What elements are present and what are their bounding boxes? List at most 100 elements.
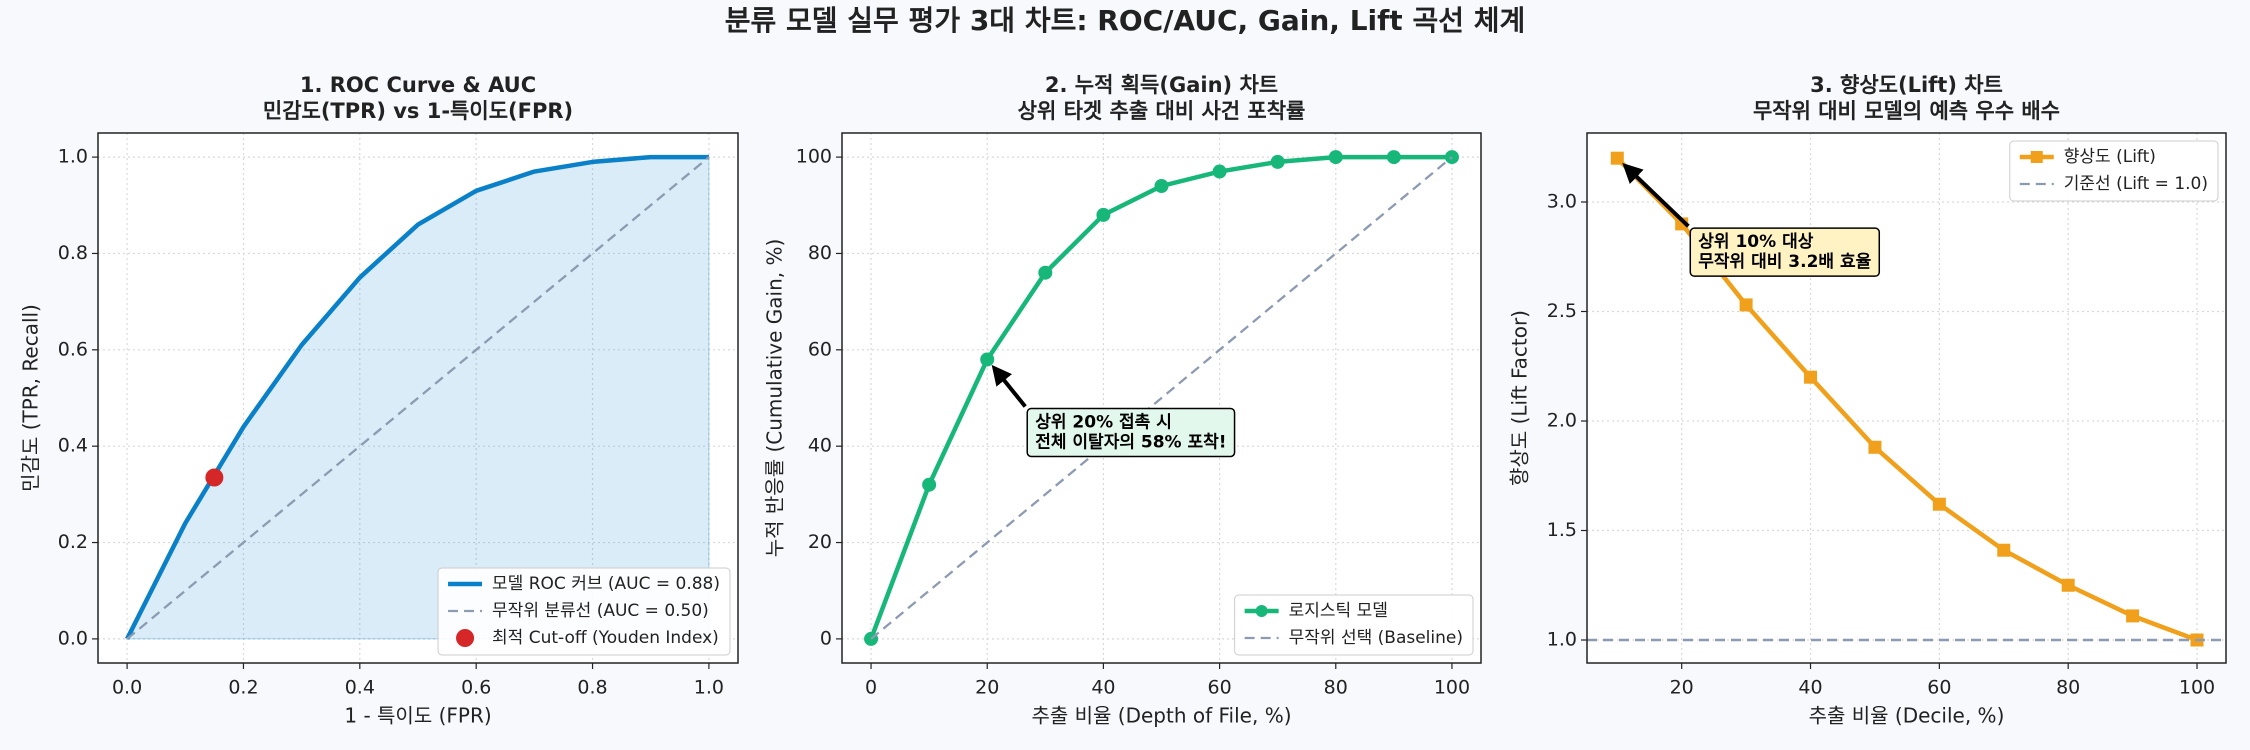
marker xyxy=(1739,298,1753,312)
plot-area xyxy=(1587,133,2226,663)
marker xyxy=(1932,497,1946,511)
x-tick-label: 100 xyxy=(1434,677,1470,699)
marker xyxy=(1212,164,1227,179)
marker xyxy=(2061,578,2075,592)
y-tick-label: 80 xyxy=(808,242,832,264)
x-tick-label: 60 xyxy=(1927,677,1951,699)
legend: 모델 ROC 커브 (AUC = 0.88) 무작위 분류선 (AUC = 0.5… xyxy=(437,567,731,656)
x-tick-label: 0.0 xyxy=(112,677,142,699)
marker xyxy=(1610,151,1624,165)
chart-title: 2. 누적 획득(Gain) 차트 xyxy=(1045,73,1278,97)
y-tick-label: 0.2 xyxy=(58,531,88,553)
x-axis-label: 추출 비율 (Decile, %) xyxy=(1809,704,2005,728)
x-tick-label: 0.4 xyxy=(345,677,375,699)
y-axis-label: 민감도 (TPR, Recall) xyxy=(19,304,43,492)
chart-title: 3. 향상도(Lift) 차트 xyxy=(1810,73,2003,97)
y-tick-label: 0.8 xyxy=(58,242,88,264)
x-tick-label: 40 xyxy=(1091,677,1115,699)
legend-swatch xyxy=(1255,605,1268,617)
legend: 향상도 (Lift) 기준선 (Lift = 1.0) xyxy=(2009,140,2219,202)
chart-subtitle: 상위 타겟 추출 대비 사건 포착률 xyxy=(1018,99,1306,123)
x-tick-label: 80 xyxy=(1324,677,1348,699)
x-tick-label: 0.6 xyxy=(461,677,491,699)
chart-title: 1. ROC Curve & AUC xyxy=(300,73,536,97)
legend-swatch xyxy=(456,629,475,647)
series-line xyxy=(870,156,1453,640)
legend-swatch xyxy=(2030,151,2043,163)
legend-label: 향상도 (Lift) xyxy=(2064,147,2156,167)
legend-box xyxy=(437,567,731,656)
y-axis-label: 향상도 (Lift Factor) xyxy=(1508,310,1532,486)
legend-label: 기준선 (Lift = 1.0) xyxy=(2064,174,2208,194)
annotation-text: 상위 20% 접촉 시 xyxy=(1035,412,1172,432)
y-tick-label: 1.0 xyxy=(58,146,88,168)
y-tick-label: 1.0 xyxy=(1547,629,1577,651)
x-axis-label: 추출 비율 (Depth of File, %) xyxy=(1031,704,1291,728)
legend-box xyxy=(2009,140,2219,202)
chart-subtitle: 민감도(TPR) vs 1-특이도(FPR) xyxy=(263,99,573,123)
x-tick-label: 0.8 xyxy=(577,677,607,699)
marker xyxy=(1096,207,1111,222)
annotation-text: 상위 10% 대상 xyxy=(1698,232,1813,252)
legend-label: 무작위 분류선 (AUC = 0.50) xyxy=(492,601,709,621)
x-tick-label: 20 xyxy=(1670,677,1694,699)
plot-frame xyxy=(1586,132,2227,664)
plot-frame xyxy=(841,132,1482,664)
annotation-arrow xyxy=(1622,163,1690,228)
series-line xyxy=(126,156,710,640)
x-tick-label: 0.2 xyxy=(228,677,258,699)
marker xyxy=(1386,150,1401,165)
marker xyxy=(980,352,995,367)
marker xyxy=(922,477,937,492)
series-line xyxy=(125,154,709,640)
y-tick-label: 0.0 xyxy=(58,627,88,649)
legend-label: 모델 ROC 커브 (AUC = 0.88) xyxy=(492,574,720,594)
y-tick-label: 20 xyxy=(808,531,832,553)
marker xyxy=(1270,154,1285,169)
marker xyxy=(1804,370,1818,384)
y-tick-label: 60 xyxy=(808,338,832,360)
y-axis-label: 누적 반응률 (Cumulative Gain, %) xyxy=(763,239,787,558)
x-tick-label: 60 xyxy=(1207,677,1231,699)
annotation: 상위 20% 접촉 시전체 이탈자의 58% 포착! xyxy=(991,364,1236,458)
x-tick-label: 40 xyxy=(1798,677,1822,699)
x-tick-label: 80 xyxy=(2056,677,2080,699)
figure-title: 분류 모델 실무 평가 3대 차트: ROC/AUC, Gain, Lift 곡… xyxy=(725,4,1525,37)
chart-subtitle: 무작위 대비 모델의 예측 우수 배수 xyxy=(1753,99,2060,123)
annotation-box xyxy=(1026,407,1236,458)
y-tick-label: 2.0 xyxy=(1547,409,1577,431)
y-tick-label: 100 xyxy=(796,146,832,168)
annotation-arrow xyxy=(991,364,1027,408)
legend-label: 최적 Cut-off (Youden Index) xyxy=(492,628,719,648)
marker xyxy=(1038,265,1053,280)
legend-label: 로지스틱 모델 xyxy=(1289,601,1388,621)
x-tick-label: 100 xyxy=(2179,677,2215,699)
plot-frame xyxy=(97,132,739,664)
marker xyxy=(2126,609,2140,623)
legend-box xyxy=(1234,594,1474,656)
y-tick-label: 0.6 xyxy=(58,338,88,360)
y-tick-label: 40 xyxy=(808,435,832,457)
annotation-text: 전체 이탈자의 58% 포착! xyxy=(1035,431,1226,452)
x-tick-label: 1.0 xyxy=(694,677,724,699)
y-tick-label: 0 xyxy=(820,627,832,649)
marker xyxy=(1997,543,2011,557)
marker xyxy=(1868,440,1882,454)
y-tick-label: 1.5 xyxy=(1547,519,1577,541)
y-tick-label: 3.0 xyxy=(1547,190,1577,212)
annotation-box xyxy=(1689,227,1881,277)
legend-label: 무작위 선택 (Baseline) xyxy=(1289,628,1463,648)
annotation-text: 무작위 대비 3.2배 효율 xyxy=(1698,252,1871,272)
marker xyxy=(1154,179,1169,193)
x-tick-label: 20 xyxy=(975,677,999,699)
marker xyxy=(205,468,224,487)
y-tick-label: 2.5 xyxy=(1547,300,1577,322)
marker xyxy=(1328,150,1343,165)
